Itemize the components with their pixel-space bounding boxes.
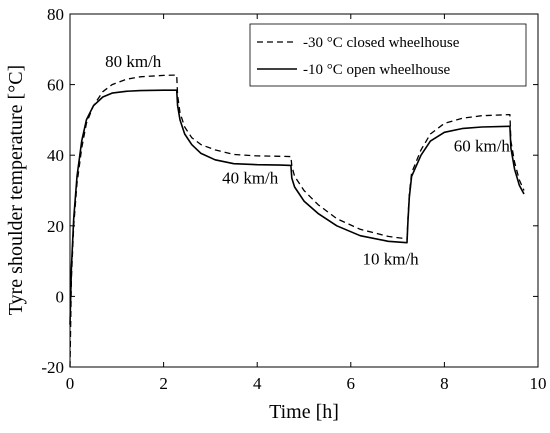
speed-annotation: 40 km/h xyxy=(222,168,279,187)
y-tick-label: 20 xyxy=(47,217,64,236)
series-line-closed-wheelhouse xyxy=(69,74,525,368)
legend-box xyxy=(249,23,527,87)
y-axis: -20 0 20 40 60 80 xyxy=(41,5,538,377)
y-tick-label: 0 xyxy=(56,287,65,306)
series-line-open-wheelhouse xyxy=(69,89,525,325)
x-tick-label: 8 xyxy=(440,374,449,393)
speed-annotation: 10 km/h xyxy=(362,250,419,269)
y-tick-label: 80 xyxy=(47,5,64,24)
x-axis: 0 2 4 6 8 10 xyxy=(66,14,547,393)
y-tick-label: -20 xyxy=(41,358,64,377)
legend-entry-open-wheelhouse: -10 °C open wheelhouse xyxy=(303,62,451,78)
y-tick-label: 40 xyxy=(47,146,64,165)
x-tick-label: 4 xyxy=(253,374,262,393)
x-tick-label: 2 xyxy=(159,374,168,393)
x-tick-label: 0 xyxy=(66,374,75,393)
series-layer xyxy=(69,74,525,368)
legend: -30 °C closed wheelhouse -10 °C open whe… xyxy=(249,23,527,87)
x-tick-label: 10 xyxy=(530,374,547,393)
x-axis-label: Time [h] xyxy=(269,401,339,423)
plot-area-frame xyxy=(69,13,539,368)
annotations: 80 km/h 40 km/h 10 km/h 60 km/h xyxy=(105,52,510,269)
y-tick-label: 60 xyxy=(47,76,64,95)
speed-annotation: 80 km/h xyxy=(105,52,162,71)
speed-annotation: 60 km/h xyxy=(454,137,511,156)
y-axis-label: Tyre shoulder temperature [°C] xyxy=(5,65,27,315)
legend-entry-closed-wheelhouse: -30 °C closed wheelhouse xyxy=(303,35,460,51)
x-tick-label: 6 xyxy=(347,374,356,393)
